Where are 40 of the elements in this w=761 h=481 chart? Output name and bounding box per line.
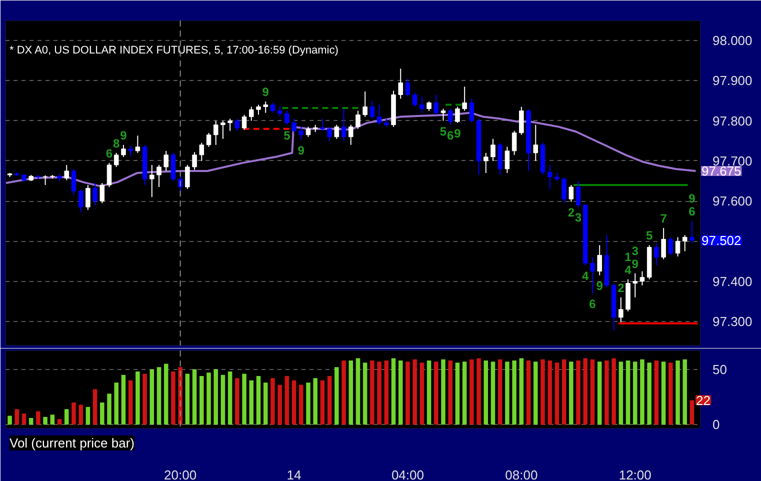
annotation: 9 xyxy=(262,85,270,100)
annotation: 9 xyxy=(632,256,639,271)
annotation: 3 xyxy=(574,210,582,225)
annotation: 4 xyxy=(624,262,632,277)
annotation: 9 xyxy=(120,128,128,142)
y-tick-label: 50 xyxy=(712,362,727,377)
annotation: 9 xyxy=(454,126,462,140)
y-tick-label: 97.300 xyxy=(712,314,752,329)
annotation: 5 xyxy=(284,128,291,142)
x-tick-label: 08:00 xyxy=(505,468,538,481)
data-label: 22 xyxy=(696,392,710,408)
y-tick-label: 0 xyxy=(712,417,720,432)
y-tick-label: 97.900 xyxy=(712,73,752,88)
annotation: 1 xyxy=(624,250,632,264)
annotation: 6 xyxy=(106,146,113,160)
x-tick-label: 14 xyxy=(286,468,302,481)
annotation: 9 xyxy=(298,144,305,158)
y-tick-label: 97.800 xyxy=(712,113,752,128)
annotation: 6 xyxy=(589,296,596,311)
text: * DX A0, US DOLLAR INDEX FUTURES, 5, 17:00-16:59 (Dynamic) xyxy=(10,44,338,56)
y-tick-label: 97.600 xyxy=(712,194,752,209)
x-tick-label: 04:00 xyxy=(391,468,424,481)
annotation: 4 xyxy=(582,268,590,283)
annotation: 8 xyxy=(113,136,120,150)
text: 97.502 xyxy=(702,232,742,248)
annotation: 7 xyxy=(660,211,668,226)
annotation: 5 xyxy=(440,124,447,138)
x-tick-label: 12:00 xyxy=(618,468,652,481)
x-tick-label: 20:00 xyxy=(164,468,197,481)
annotation: 6 xyxy=(447,128,454,142)
annotation: 2 xyxy=(618,280,625,295)
annotation: 9 xyxy=(688,192,696,206)
annotation: 3 xyxy=(632,244,639,258)
annotation: 9 xyxy=(596,278,604,293)
annotation: 6 xyxy=(688,204,696,219)
y-tick-label: 98.000 xyxy=(712,33,752,48)
y-tick-label: 97.400 xyxy=(712,274,752,289)
annotation: 5 xyxy=(646,228,653,243)
annotation: 2 xyxy=(568,205,575,220)
text: Vol (current price bar) xyxy=(10,436,134,450)
